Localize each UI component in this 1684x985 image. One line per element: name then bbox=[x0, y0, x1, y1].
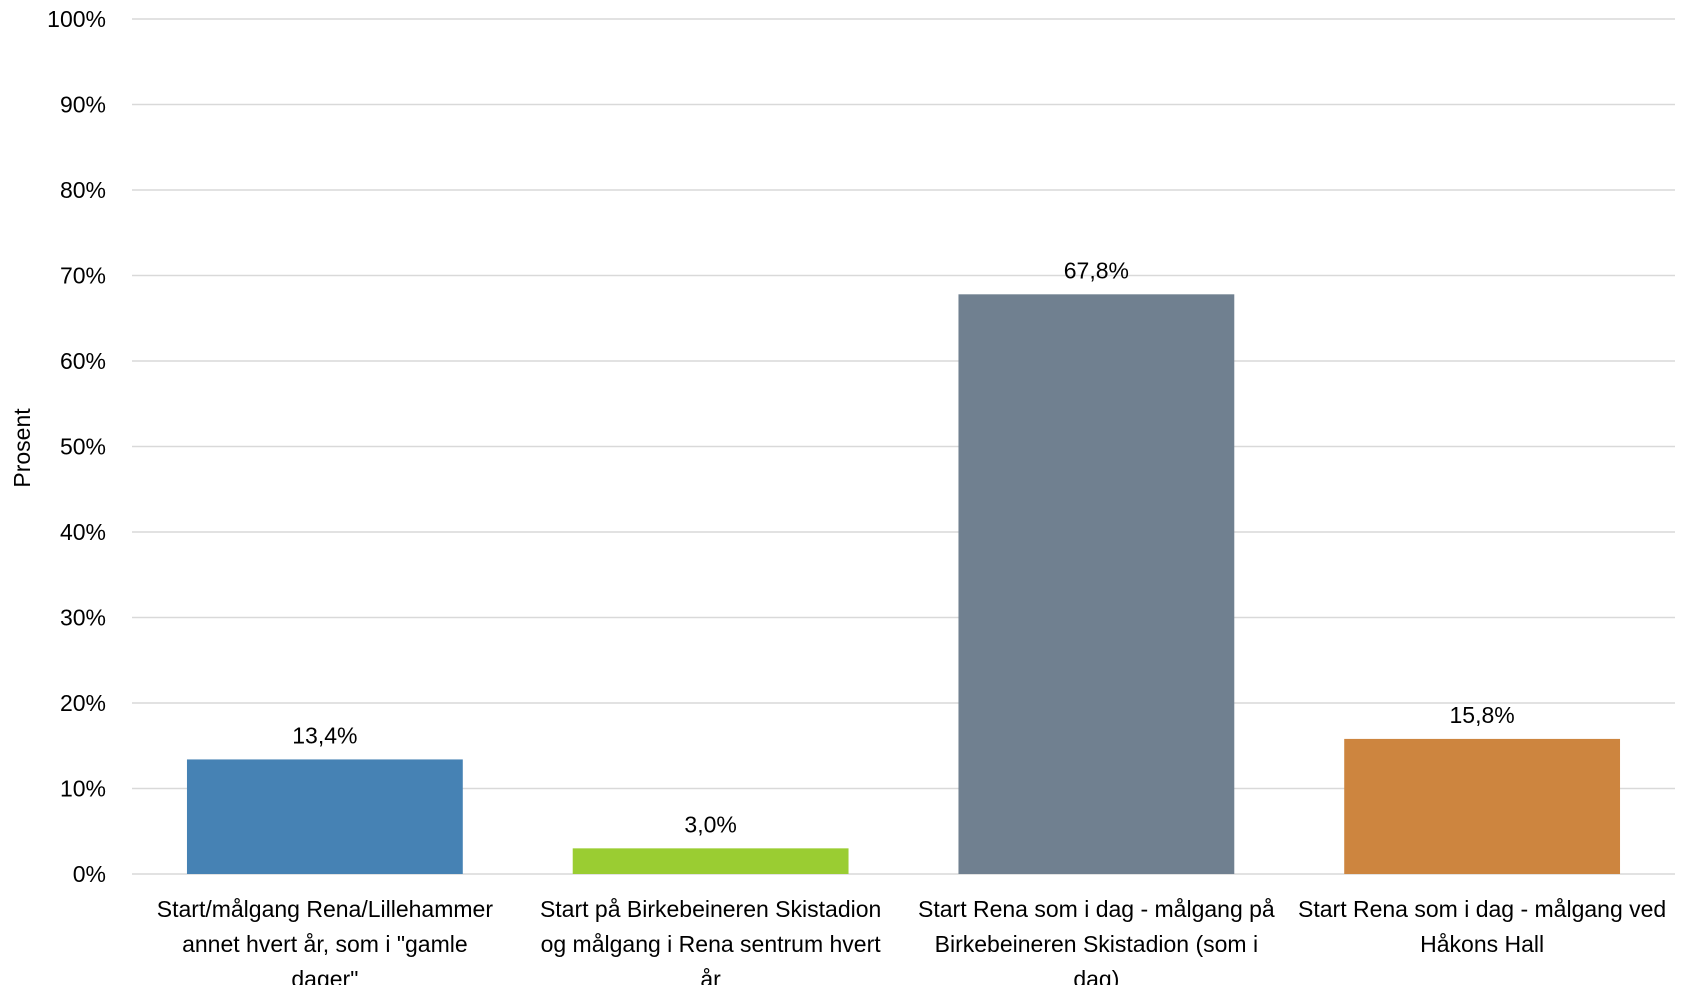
y-tick-label: 20% bbox=[60, 690, 106, 716]
x-category-label: Start Rena som i dag - målgang på Birkebe… bbox=[918, 896, 1275, 985]
y-tick-label: 70% bbox=[60, 263, 106, 289]
x-category-label-line: Start Rena som i dag - målgang på bbox=[918, 896, 1275, 922]
bar bbox=[572, 848, 849, 874]
y-axis-title: Prosent bbox=[9, 408, 35, 488]
x-category-label: Start/målgang Rena/Lillehammer annet hver… bbox=[157, 896, 494, 985]
x-category-label: Start på Birkebeineren Skistadion og målg… bbox=[540, 896, 881, 985]
x-category-label-line: og målgang i Rena sentrum hvert bbox=[541, 931, 882, 957]
bar-data-label: 15,8% bbox=[1450, 702, 1515, 728]
x-axis-categories: Start/målgang Rena/Lillehammer annet hver… bbox=[157, 896, 1666, 985]
x-category-label-line: Birkebeineren Skistadion (som i bbox=[935, 931, 1258, 957]
bar-data-label: 67,8% bbox=[1064, 257, 1129, 283]
x-category-label-line: dager" bbox=[291, 966, 358, 985]
y-tick-label: 30% bbox=[60, 605, 106, 631]
bars bbox=[186, 294, 1621, 874]
x-category-label-line: annet hvert år, som i "gamle bbox=[182, 931, 468, 957]
bar-data-label: 3,0% bbox=[684, 811, 736, 837]
data-labels: 13,4% 3,0% 67,8% 15,8% bbox=[292, 257, 1514, 837]
x-category-label-line: dag) bbox=[1073, 966, 1119, 985]
y-tick-label: 90% bbox=[60, 92, 106, 118]
y-tick-label: 80% bbox=[60, 177, 106, 203]
x-category-label-line: Håkons Hall bbox=[1420, 931, 1544, 957]
y-tick-label: 60% bbox=[60, 348, 106, 374]
y-axis-ticks: 0% 10% 20% 30% 40% 50% 60% 70% 80% 90% 100% bbox=[47, 6, 106, 887]
y-tick-label: 0% bbox=[73, 861, 106, 887]
y-tick-label: 10% bbox=[60, 776, 106, 802]
bar bbox=[186, 759, 463, 874]
y-tick-label: 50% bbox=[60, 434, 106, 460]
x-category-label-line: Start Rena som i dag - målgang ved bbox=[1298, 896, 1666, 922]
bar bbox=[1344, 738, 1621, 874]
x-category-label: Start Rena som i dag - målgang ved Håkons… bbox=[1298, 896, 1666, 957]
bar bbox=[958, 294, 1235, 874]
x-category-label-line: år bbox=[700, 966, 721, 985]
y-tick-label: 40% bbox=[60, 519, 106, 545]
x-category-label-line: Start/målgang Rena/Lillehammer bbox=[157, 896, 494, 922]
x-category-label-line: Start på Birkebeineren Skistadion bbox=[540, 896, 881, 922]
bar-data-label: 13,4% bbox=[292, 722, 357, 748]
y-tick-label: 100% bbox=[47, 6, 106, 32]
